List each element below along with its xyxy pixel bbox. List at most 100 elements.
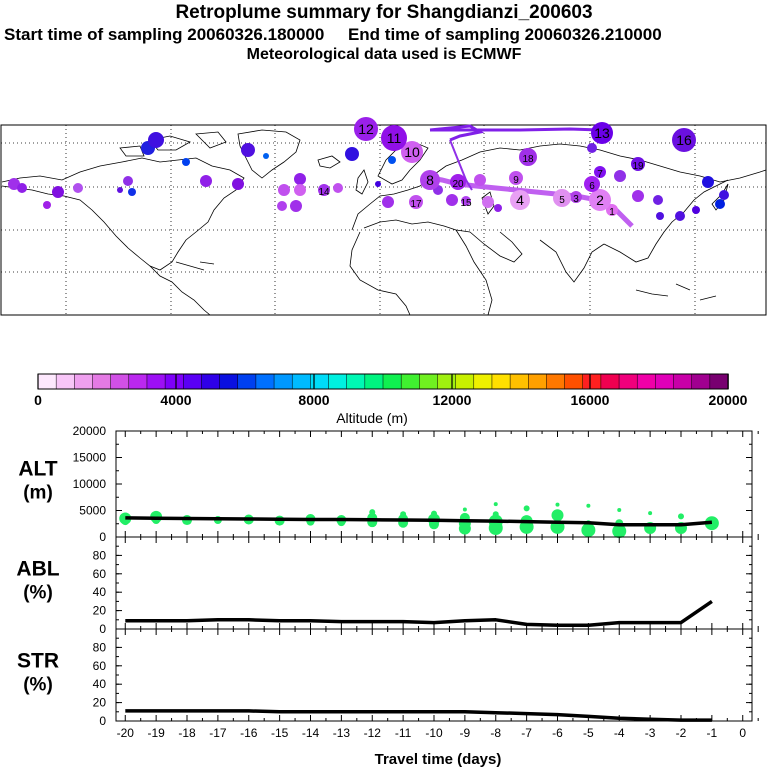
colorbar-tick-label: 20000: [709, 392, 748, 408]
cluster-marker-small: [656, 212, 664, 220]
y-axis-title: ALT: [18, 458, 57, 481]
cluster-marker-small: [290, 200, 302, 212]
series-line: [125, 516, 713, 527]
colorbar-tick-label: 8000: [298, 392, 329, 408]
colorbar-tick-label: 12000: [433, 392, 472, 408]
cluster-marker: [570, 191, 582, 203]
y-tick-label: 5000: [79, 504, 106, 518]
abl-panel: 80 60 40 20 0 ABL(%): [16, 536, 759, 636]
altitude-colorbar: 0 4000 8000 12000 16000 20000: [34, 373, 748, 408]
x-tick-label: -14: [302, 726, 320, 740]
cluster-marker-small: [345, 147, 359, 161]
cluster-label: 11: [387, 130, 402, 146]
cluster-marker: [672, 128, 696, 152]
coastline-africa: [349, 229, 493, 316]
colorbar-label: Altitude (m): [336, 410, 408, 426]
cluster-label: 15: [460, 198, 472, 209]
x-tick-label: -4: [614, 726, 625, 740]
coastlines: [1, 129, 767, 316]
x-tick-label: -12: [364, 726, 382, 740]
colorbar-swatch: [382, 373, 402, 390]
y-tick-label: 15000: [73, 451, 107, 465]
colorbar-swatch: [636, 373, 657, 390]
cluster-marker-small: [263, 153, 269, 159]
x-tick-label: -18: [178, 726, 196, 740]
cluster-marker: [606, 204, 618, 216]
colorbar-swatch: [709, 373, 729, 390]
x-tick-label: -5: [583, 726, 594, 740]
colorbar-swatch: [237, 373, 257, 390]
cluster-marker-small: [294, 184, 306, 196]
x-tick-label: -16: [240, 726, 258, 740]
cluster-marker: [420, 170, 440, 190]
colorbar-swatch: [219, 373, 239, 390]
y-tick-label: 60: [93, 567, 107, 581]
colorbar-swatch: [37, 373, 57, 390]
cluster-point: [462, 507, 467, 512]
colorbar-swatch: [400, 373, 421, 390]
colorbar-tick-label: 4000: [160, 392, 191, 408]
colorbar-swatch: [255, 373, 275, 390]
colorbar-swatch: [201, 373, 221, 390]
colorbar-swatch: [582, 373, 602, 390]
cluster-label: 1: [609, 207, 615, 218]
y-axis-title: STR: [17, 650, 59, 673]
cluster-marker-small: [382, 196, 394, 208]
x-tick-label: -19: [147, 726, 165, 740]
x-tick-label: -10: [425, 726, 443, 740]
series-line: [125, 599, 713, 628]
cluster-marker-small: [182, 158, 190, 166]
cluster-marker-small: [482, 196, 494, 208]
colorbar-swatch: [437, 373, 457, 390]
cluster-marker-small: [715, 199, 725, 209]
cluster-marker: [318, 184, 330, 196]
colorbar-swatch: [310, 373, 330, 390]
y-axis-unit: (%): [23, 583, 53, 604]
cluster-marker: [589, 189, 611, 211]
colorbar-tick-label: 0: [34, 392, 42, 408]
coastline-caribbean: [175, 261, 215, 271]
cluster-point: [677, 513, 684, 520]
x-tick-label: -15: [271, 726, 289, 740]
cluster-label: 8: [426, 172, 434, 188]
cluster-label: 7: [597, 169, 603, 180]
colorbar-swatch: [146, 373, 166, 390]
panel-frame: [115, 536, 753, 630]
cluster-label: 6: [589, 181, 595, 192]
y-axis-unit: (m): [23, 483, 53, 504]
cluster-marker-small: [632, 190, 644, 202]
cluster-label: 20: [452, 179, 464, 190]
cluster-label: 2: [596, 192, 604, 208]
cluster-marker-small: [117, 187, 123, 193]
cluster-point: [488, 520, 503, 535]
cluster-marker-small: [653, 195, 663, 205]
cluster-point: [612, 524, 627, 539]
cluster-marker-small: [294, 173, 306, 185]
cluster-point: [523, 505, 530, 512]
x-tick-label: -1: [707, 726, 718, 740]
trajectory-upper: [429, 124, 601, 142]
cluster-marker-small: [148, 132, 164, 148]
x-tick-label: -8: [490, 726, 501, 740]
colorbar-swatch: [618, 373, 638, 390]
y-tick-label: 80: [93, 548, 107, 562]
cluster-label: 3: [573, 194, 579, 205]
map-frame: [0, 124, 767, 316]
colorbar-swatch: [364, 373, 384, 390]
colorbar-swatch: [110, 373, 130, 390]
cluster-marker: [519, 148, 537, 166]
cluster-label: 9: [513, 175, 519, 186]
cluster-marker-small: [675, 211, 685, 221]
y-tick-label: 20: [93, 696, 107, 710]
series-line: [125, 709, 712, 722]
colorbar-swatch: [328, 373, 348, 390]
colorbar-swatch: [691, 373, 711, 390]
trajectory-arc: [449, 139, 473, 191]
cluster-marker-small: [123, 176, 133, 186]
cluster-label: 5: [559, 195, 565, 206]
coastline-eurasia: [351, 143, 767, 231]
cluster-marker-small: [43, 201, 51, 209]
